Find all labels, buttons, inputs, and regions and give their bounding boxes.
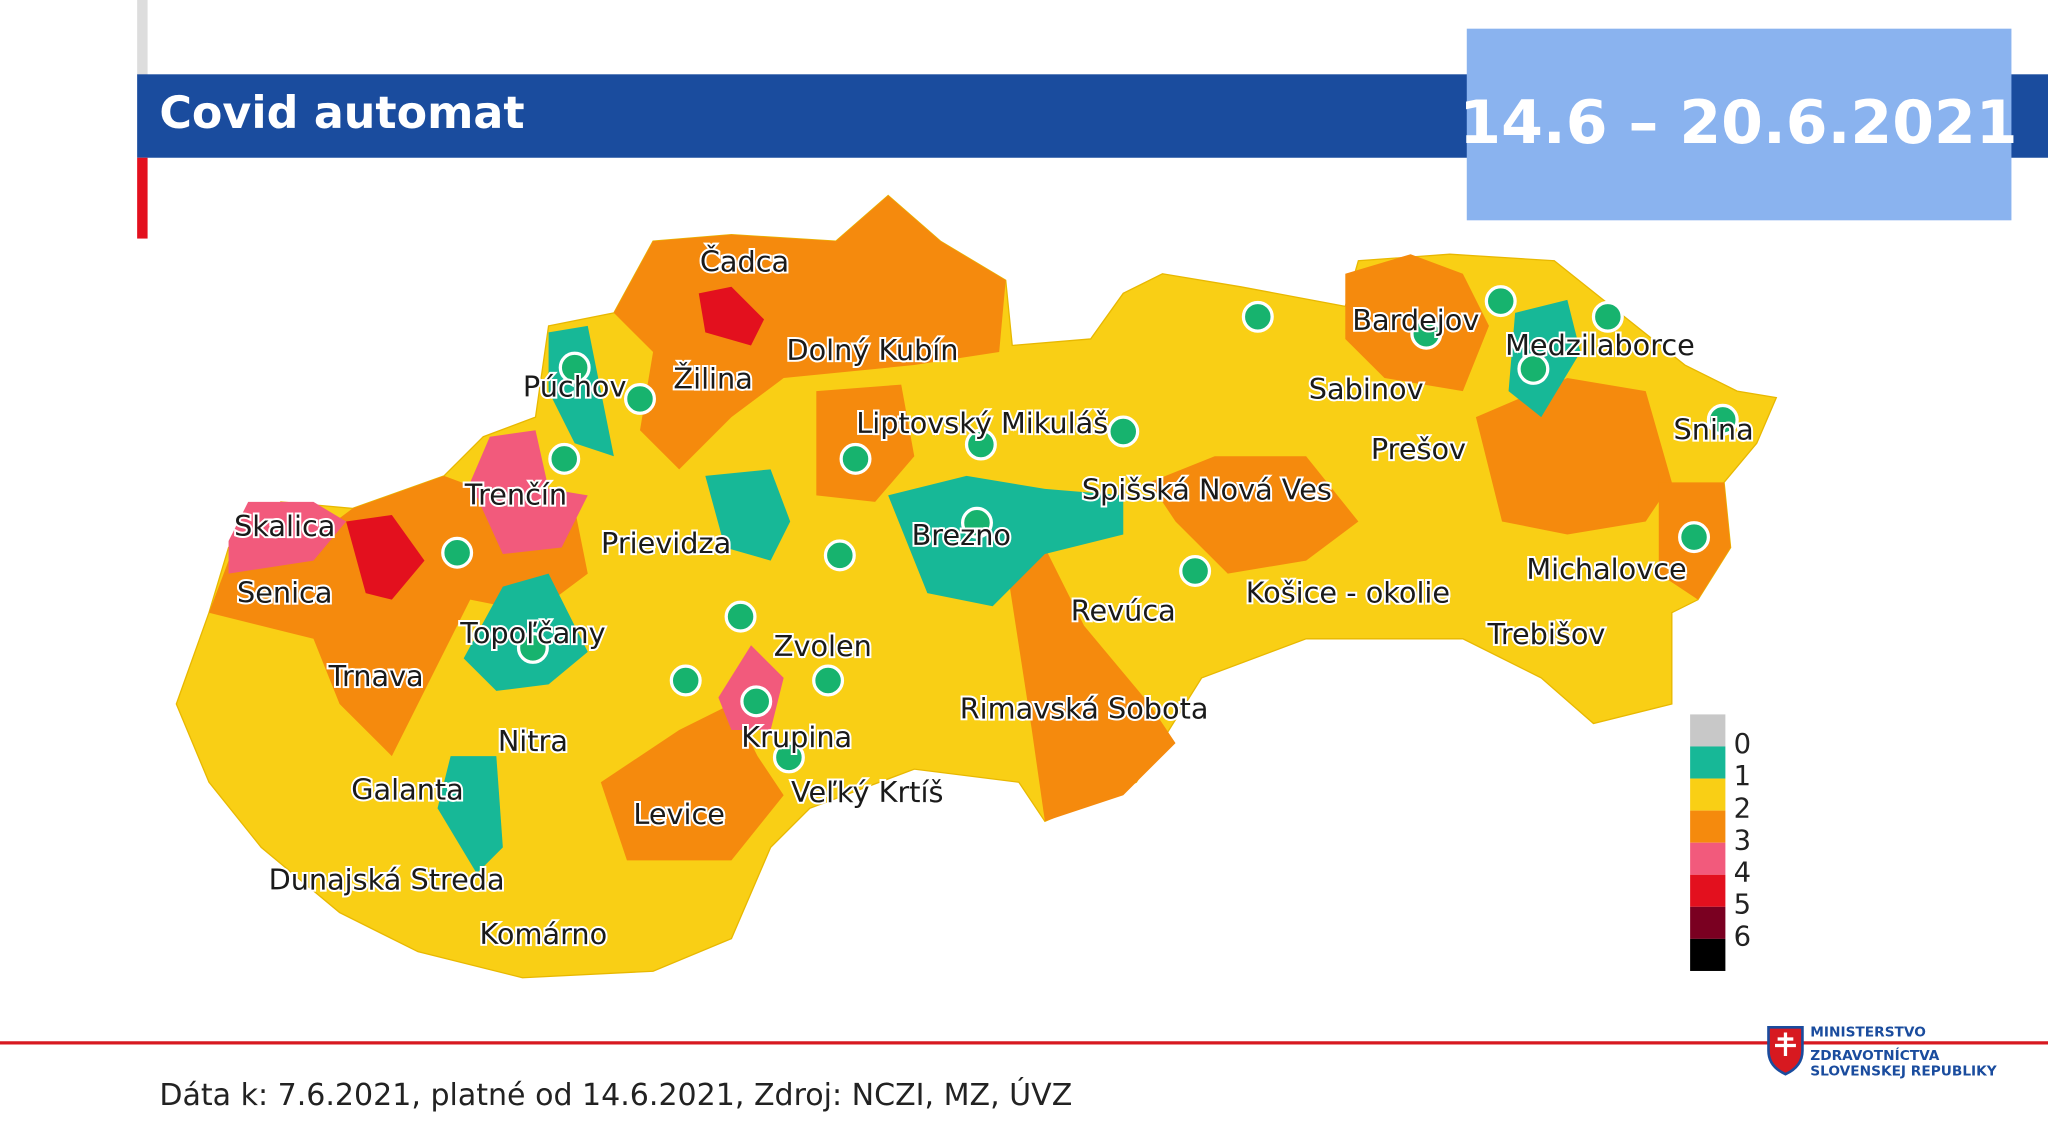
title: Covid automat [159,88,524,139]
legend-swatch [1690,874,1726,907]
marker-dot [548,442,581,475]
legend-swatch [1690,778,1726,811]
marker-dot [1484,285,1517,318]
legend-label: 6 [1734,922,1751,953]
logo-text: MINISTERSTVO [1810,1025,1926,1041]
marker-dot [812,664,845,697]
region [346,514,425,600]
district-label: Veľký Krtíš [791,775,943,809]
legend-swatch [1690,714,1726,747]
marker-dot [516,631,549,664]
district-label: Trnava [328,659,424,693]
region [1149,456,1359,574]
marker-dot [772,741,805,774]
marker-dot [823,539,856,572]
legend-swatch [1690,938,1726,971]
marker-dot [669,664,702,697]
region [705,469,791,561]
legend-label: 4 [1734,857,1751,888]
marker-dot [1107,415,1140,448]
marker-dot [558,351,591,384]
district-label: Trenčín [464,478,567,512]
legend-label: 5 [1734,890,1751,921]
district-label: Čadca [700,244,789,278]
district-label: Žilina [673,362,752,396]
district-label: Skalica [234,509,335,543]
logo-cross [1775,1032,1796,1056]
marker-dot [1410,317,1443,350]
region [816,384,915,502]
region [1475,378,1672,535]
map: Čadca Dolný Kubín Púchov Žilina Liptovský Mi… [175,194,1778,979]
legend-label: 2 [1734,793,1751,824]
district-label: Prievidza [601,526,731,560]
district-label: Spišská Nová Ves [1082,472,1332,506]
marker-dot [724,600,757,633]
district-label: Snina [1674,413,1754,447]
district-label: Rimavská Sobota [960,692,1209,726]
district-label: Prešov [1371,432,1466,466]
district-label: Púchov [523,370,627,404]
legend-swatch [1690,746,1726,779]
district-label: Komárno [480,917,608,951]
marker-dot [1706,403,1739,436]
district-label: Brezno [912,518,1011,552]
district-label: Galanta [351,772,463,806]
district-label: Senica [237,575,332,609]
region [437,756,503,874]
district-label: Michalovce [1526,552,1686,586]
marker-dot [1591,300,1624,333]
district-label: Liptovský Mikuláš [856,406,1108,440]
footer-source: Dáta k: 7.6.2021, platné od 14.6.2021, Z… [159,1076,1072,1113]
region [600,703,784,861]
marker-dot [1179,555,1212,587]
marker-dot [1678,521,1711,554]
region [470,430,588,555]
logo-text: ZDRAVOTNÍCTVA [1810,1047,1940,1064]
marker-dot [1241,300,1274,333]
marker-dot [960,506,993,539]
legend-swatch [1690,906,1726,939]
marker-dot [1517,352,1550,385]
accent-bar [137,0,148,76]
district-label: Topoľčany [459,616,605,650]
region [613,195,1006,470]
district-label: Levice [633,797,725,831]
district-label: Revúca [1071,594,1176,628]
logo-text: SLOVENSKEJ REPUBLIKY [1810,1064,1997,1080]
district-label: Dolný Kubín [786,333,958,367]
legend-swatch [1690,810,1726,843]
district-label: Sabinov [1309,372,1424,406]
district-label: Nitra [498,724,568,758]
dots [441,285,1739,774]
district-label: Trebišov [1487,617,1606,651]
logo [1767,1025,1804,1076]
region [698,286,765,346]
district-label: Krupina [741,720,852,754]
legend-label: 3 [1734,825,1751,856]
marker-dot [964,428,997,461]
legend-swatch [1690,842,1726,875]
date-box [1466,28,2012,221]
region [1005,547,1176,822]
marker-dot [624,382,656,415]
marker-dot [441,536,474,569]
district-label: Zvolen [774,629,872,663]
region [463,573,588,691]
district-label: Košice - okolie [1246,575,1450,609]
date-range: 14.6 – 20.6.2021 [1459,88,2017,158]
legend-label: 1 [1734,761,1751,792]
marker-dot [839,442,872,475]
region [888,475,1124,607]
legend-label: 0 [1734,729,1751,760]
region [228,501,347,574]
district-label: Medzilaborce [1505,328,1695,362]
marker-dot [740,685,773,718]
district-label: Dunajská Streda [269,862,505,896]
district-label: Bardejov [1352,303,1479,337]
accent-bar [137,157,148,239]
